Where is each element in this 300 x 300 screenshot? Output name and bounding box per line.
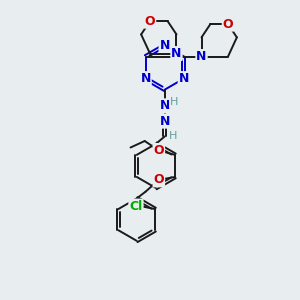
Text: N: N xyxy=(140,72,151,85)
Text: Cl: Cl xyxy=(129,200,142,213)
Text: N: N xyxy=(160,99,170,112)
Text: N: N xyxy=(160,39,170,52)
Text: O: O xyxy=(154,173,164,186)
Text: N: N xyxy=(196,50,207,63)
Text: H: H xyxy=(170,97,178,107)
Text: O: O xyxy=(145,15,155,28)
Text: O: O xyxy=(223,18,233,31)
Text: N: N xyxy=(179,72,189,85)
Text: O: O xyxy=(154,144,164,157)
Text: N: N xyxy=(171,47,182,60)
Text: H: H xyxy=(169,131,178,142)
Text: N: N xyxy=(160,115,170,128)
